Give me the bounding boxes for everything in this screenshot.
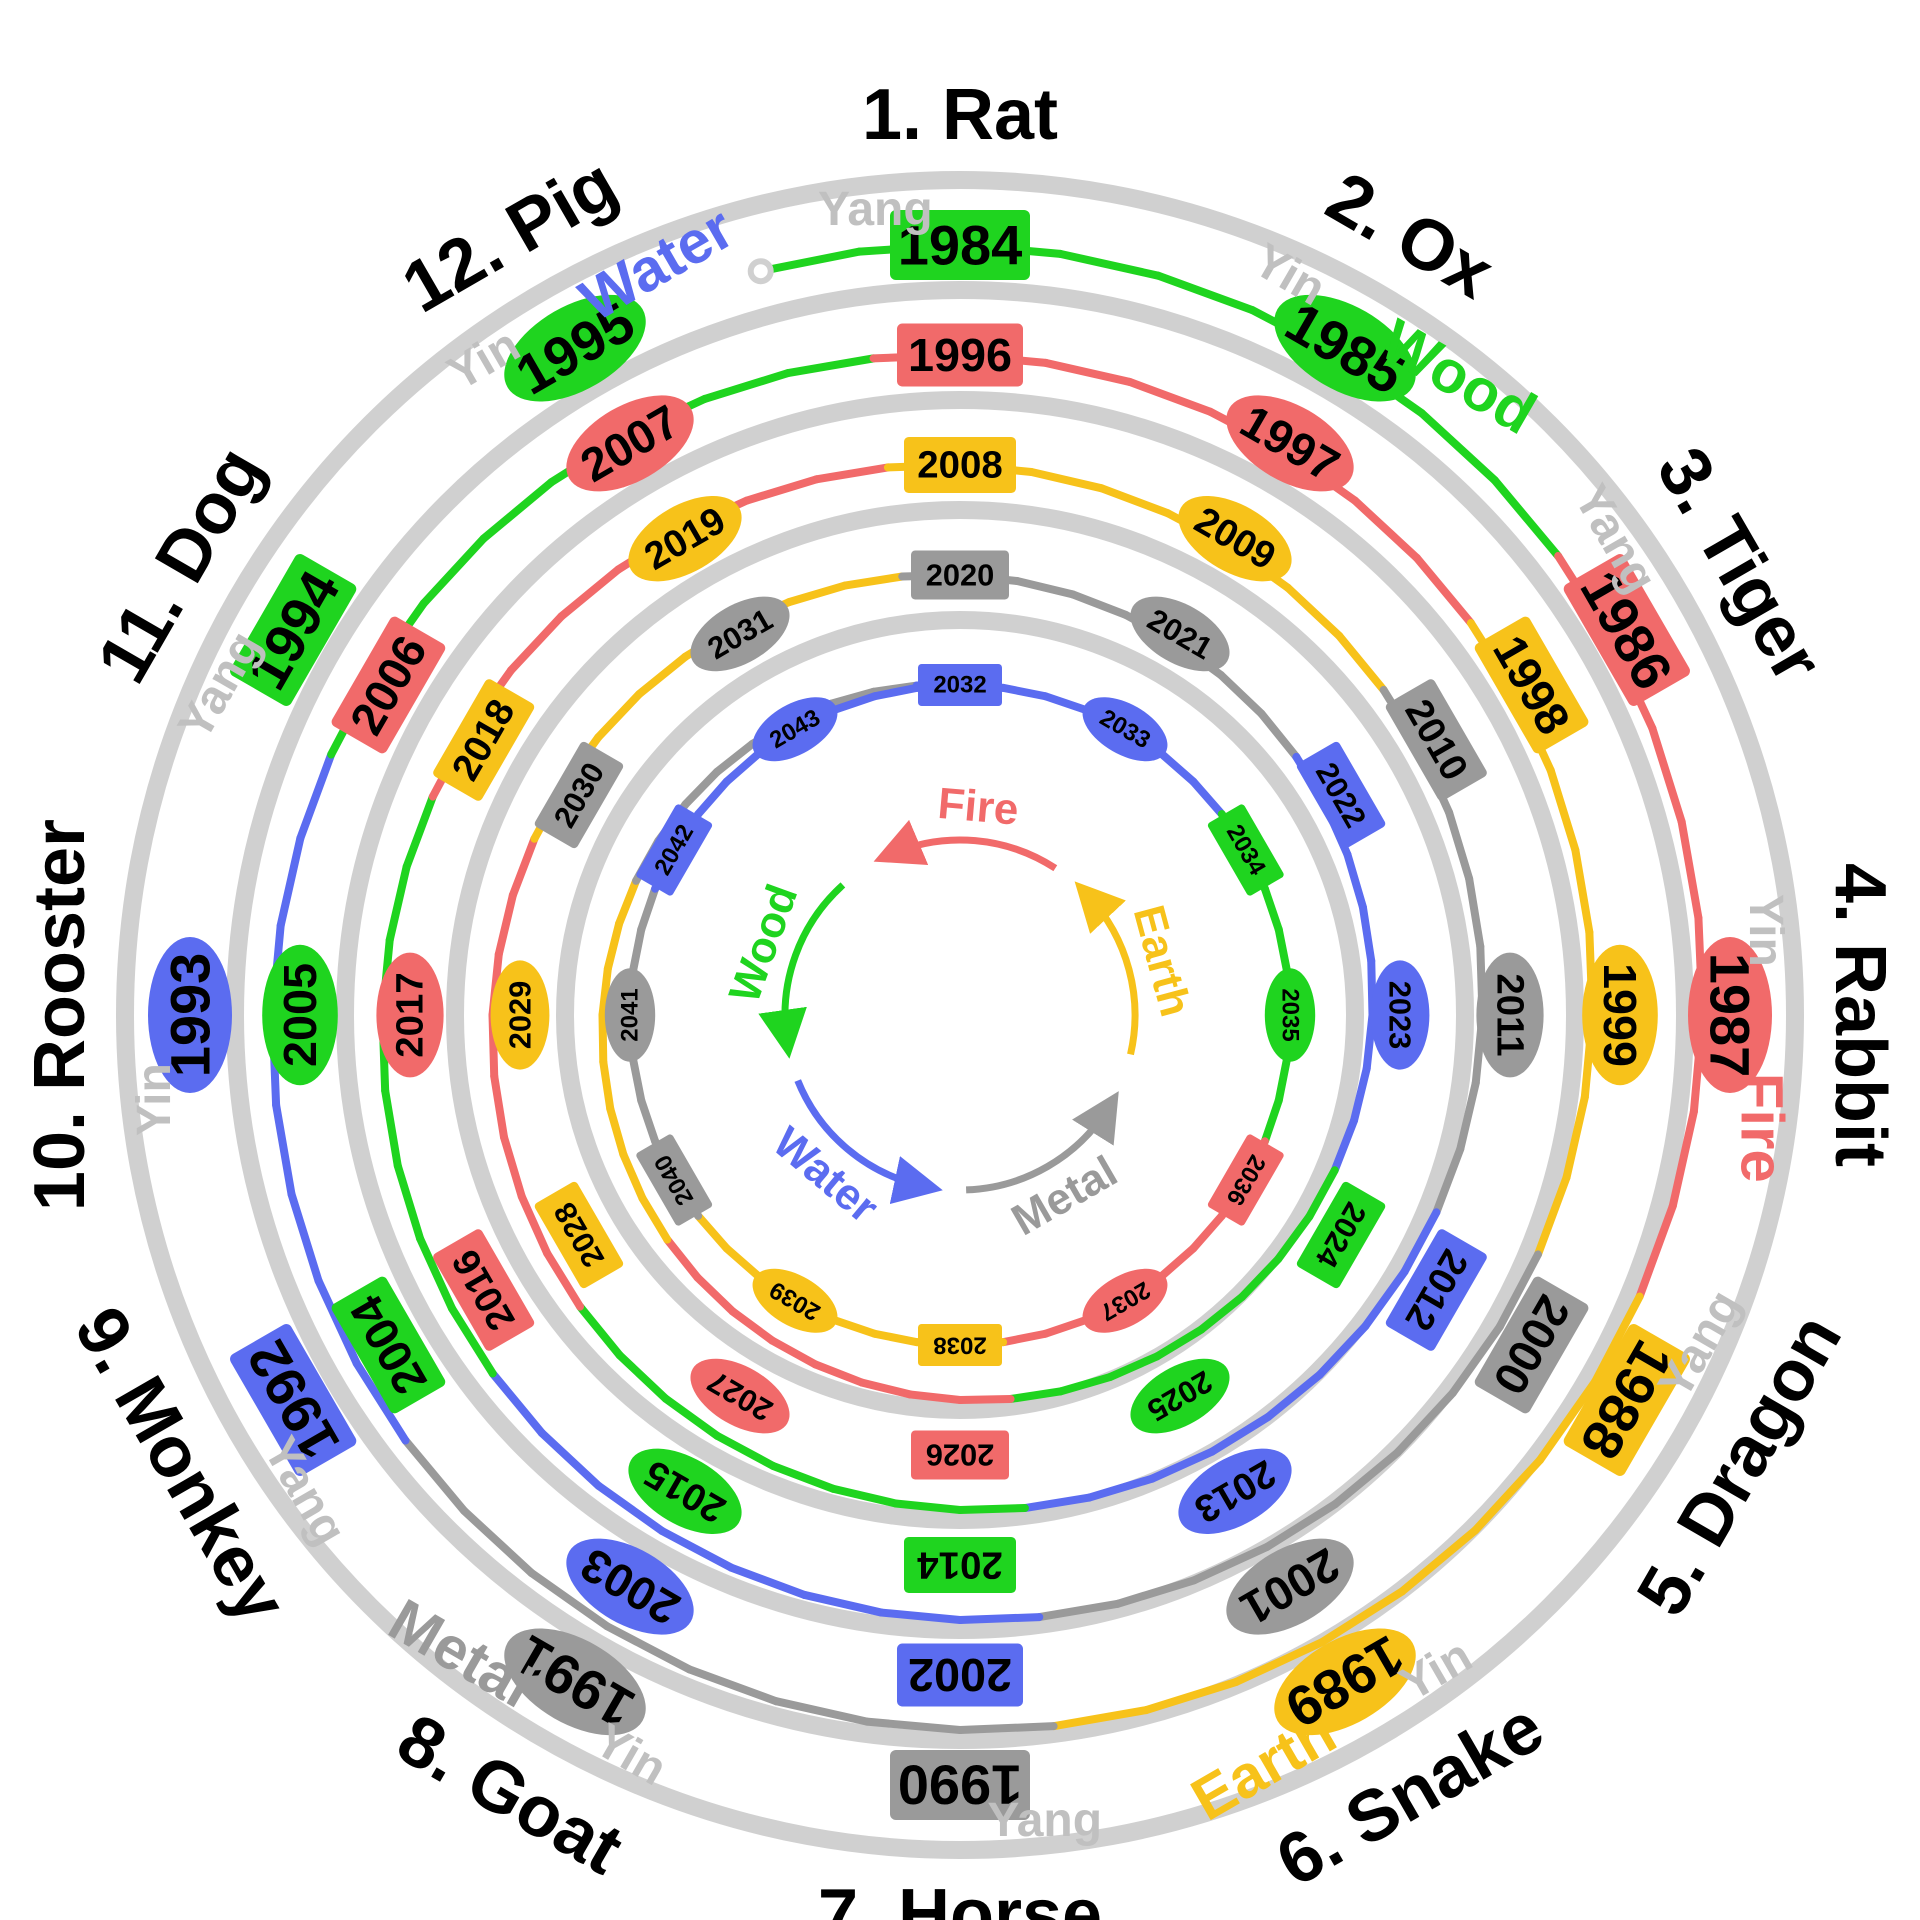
polarity-label: Yin [128,1063,181,1136]
year-label: 2017 [389,972,432,1057]
year-label: 2035 [1277,988,1304,1041]
center-label-water: Water [764,1118,888,1233]
zodiac-ox: 2. Ox [1314,157,1507,314]
year-2008: 2008 [904,437,1016,493]
year-label: 2038 [933,1332,986,1359]
year-2020: 2020 [911,551,1009,600]
year-2042: 2042 [635,803,713,897]
year-2017: 2017 [376,953,443,1078]
year-label: 2020 [926,558,995,593]
polarity-label: Yin [1739,894,1792,967]
year-2026: 2026 [911,1431,1009,1480]
element-tag-fire: Fire [1729,1073,1796,1183]
year-label: 2011 [1489,973,1532,1056]
year-2037: 2037 [1072,1256,1178,1346]
year-2029: 2029 [491,960,550,1069]
year-boxes: 1984198519861987198819891990199119921993… [148,210,1772,1820]
year-1996: 1996 [897,324,1023,387]
year-label: 2032 [933,672,986,699]
year-label: 1993 [159,953,222,1078]
zodiac-rooster: 10. Rooster [20,819,100,1211]
year-label: 1996 [908,329,1012,381]
year-2038: 2038 [918,1324,1002,1366]
year-2041: 2041 [605,968,655,1062]
zodiac-rat: 1. Rat [862,75,1058,155]
year-label: 2023 [1383,981,1418,1050]
year-2014: 2014 [904,1537,1016,1593]
year-2034: 2034 [1207,803,1285,897]
year-label: 1999 [1594,963,1646,1067]
year-label: 2005 [274,963,326,1067]
polarity-label: Yang [987,1794,1102,1847]
year-label: 2008 [917,444,1002,487]
guide-ring [125,180,1795,1850]
center-label-wood: Wood [720,878,808,1009]
zodiac-horse: 7. Horse [818,1875,1102,1920]
year-label: 2002 [908,1649,1012,1701]
year-1999: 1999 [1582,945,1658,1085]
year-2005: 2005 [262,945,338,1085]
year-2032: 2032 [918,664,1002,706]
year-label: 1987 [1699,953,1762,1078]
guide-ring [565,620,1355,1410]
year-2033: 2033 [1072,684,1178,774]
center-label-fire: Fire [936,779,1021,835]
year-2043: 2043 [742,684,848,774]
year-2036: 2036 [1207,1133,1285,1227]
zodiac-spiral-diagram: 1984198519861987198819891990199119921993… [0,0,1920,1920]
year-2002: 2002 [897,1644,1023,1707]
center-legend: FireEarthMetalWaterWood [720,779,1200,1245]
element-tag-metal: Metal [378,1586,544,1721]
year-label: 2014 [917,1544,1003,1587]
polarity-label: Yang [818,183,933,236]
zodiac-rabbit: 4. Rabbit [1820,863,1900,1167]
year-2023: 2023 [1371,960,1430,1069]
year-2011: 2011 [1476,953,1543,1078]
year-label: 2026 [926,1438,995,1473]
center-arc-fire [892,840,1056,868]
year-label: 2041 [617,988,644,1041]
year-2035: 2035 [1265,968,1315,1062]
year-label: 2029 [503,981,538,1050]
center-label-metal: Metal [1004,1147,1126,1246]
